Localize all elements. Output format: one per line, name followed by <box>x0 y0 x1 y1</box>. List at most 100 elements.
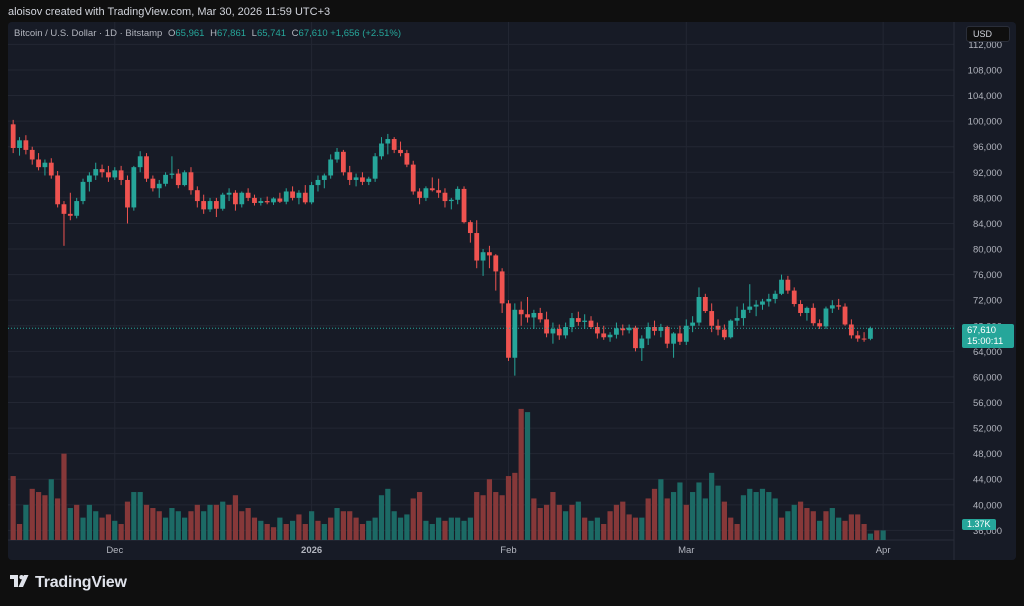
candle-body <box>779 279 784 294</box>
candle-body <box>290 191 295 198</box>
volume-bar <box>404 514 410 540</box>
volume-bar <box>16 524 23 540</box>
volume-bar <box>715 485 721 540</box>
y-tick-label: 92,000 <box>973 168 1002 179</box>
candle-body <box>575 318 581 322</box>
candle-body <box>734 318 740 321</box>
candle-body <box>753 304 759 307</box>
candle-body <box>391 139 397 150</box>
y-tick-label: 76,000 <box>973 270 1002 281</box>
volume-bar <box>829 508 835 540</box>
high-label: H <box>210 28 217 39</box>
y-tick-label: 96,000 <box>973 142 1002 153</box>
volume-tag: 1.37K <box>962 519 996 530</box>
change-value: +1,656 (+2.51%) <box>330 28 402 39</box>
volume-bar <box>131 492 137 540</box>
candle-body <box>493 255 499 272</box>
candle-body <box>766 298 772 302</box>
volume-bar <box>842 520 848 540</box>
volume-bar <box>480 495 486 540</box>
candle-body <box>404 153 410 165</box>
candle-body <box>785 279 791 291</box>
volume-bar <box>651 488 658 540</box>
volume-bar <box>80 517 86 540</box>
volume-bar <box>162 517 169 540</box>
candle-body <box>417 191 422 198</box>
volume-bar <box>416 492 423 540</box>
candle-body <box>664 327 670 344</box>
volume-bar <box>366 520 372 540</box>
candle-body <box>499 271 505 304</box>
volume-bar <box>550 492 556 540</box>
volume-bar <box>880 530 886 540</box>
x-tick-label: Mar <box>678 545 694 556</box>
tradingview-brand: TradingView <box>35 574 127 591</box>
volume-bar <box>61 453 67 540</box>
open-value: 65,961 <box>175 28 205 39</box>
candle-body <box>829 305 835 309</box>
volume-bar <box>340 511 346 540</box>
volume-bar <box>194 504 200 540</box>
volume-bar <box>429 524 435 540</box>
candle-body <box>10 124 16 148</box>
volume-bar <box>804 508 810 540</box>
price-chart[interactable]: 112,000 108,000 104,000 100,000 96,000 92,000… <box>8 22 1016 560</box>
candle-body <box>42 162 48 168</box>
volume-bar <box>569 504 575 540</box>
candle-body <box>372 156 378 179</box>
volume-bar <box>613 504 620 540</box>
volume-bar <box>378 495 385 540</box>
candle-body <box>169 173 175 175</box>
volume-bar <box>328 517 334 540</box>
volume-bar <box>499 495 505 540</box>
volume-bar <box>696 482 702 540</box>
volume-bar <box>258 520 264 540</box>
candle-body <box>487 252 492 256</box>
candle-body <box>93 169 99 176</box>
volume-bar <box>474 492 480 540</box>
volume-bar <box>347 511 353 540</box>
currency-button[interactable]: USD <box>966 26 1010 42</box>
volume-bar <box>785 511 791 540</box>
candle-body <box>842 306 848 325</box>
volume-bar <box>226 504 232 540</box>
volume-bar <box>105 514 112 540</box>
candle-body <box>283 191 289 202</box>
candle-body <box>360 177 365 182</box>
candle-body <box>601 333 607 338</box>
volume-bar <box>245 508 251 540</box>
volume-bar <box>683 504 689 540</box>
volume-bar <box>99 517 105 540</box>
candle-body <box>144 156 149 179</box>
candle-body <box>309 185 315 203</box>
candle-body <box>728 320 734 338</box>
candle-body <box>315 179 321 186</box>
candle-body <box>137 156 143 168</box>
candle-body <box>258 201 264 203</box>
volume-bar <box>791 504 797 540</box>
y-tick-label: 64,000 <box>973 347 1002 358</box>
chart-panel[interactable]: 112,000 108,000 104,000 100,000 96,000 92,000… <box>8 22 1016 560</box>
volume-bar <box>397 517 404 540</box>
candle-body <box>817 323 823 327</box>
candle-body <box>709 311 715 326</box>
candle-body <box>379 143 384 157</box>
volume-bar <box>664 498 670 540</box>
candle-body <box>340 151 346 173</box>
candle-body <box>29 149 35 160</box>
candle-body <box>163 174 168 184</box>
candle-body <box>207 201 213 210</box>
volume-bar <box>182 517 188 540</box>
volume-bar <box>766 492 772 540</box>
candle-body <box>264 201 270 203</box>
volume-bar <box>55 498 61 540</box>
volume-bar <box>709 472 715 540</box>
candle-body <box>175 173 181 186</box>
candle-body <box>455 188 461 200</box>
volume-bar <box>391 511 397 540</box>
candle-body <box>607 334 613 338</box>
volume-bar <box>124 501 131 540</box>
volume-bar <box>67 508 73 540</box>
candle-body <box>245 192 251 198</box>
candle-body <box>86 175 92 182</box>
